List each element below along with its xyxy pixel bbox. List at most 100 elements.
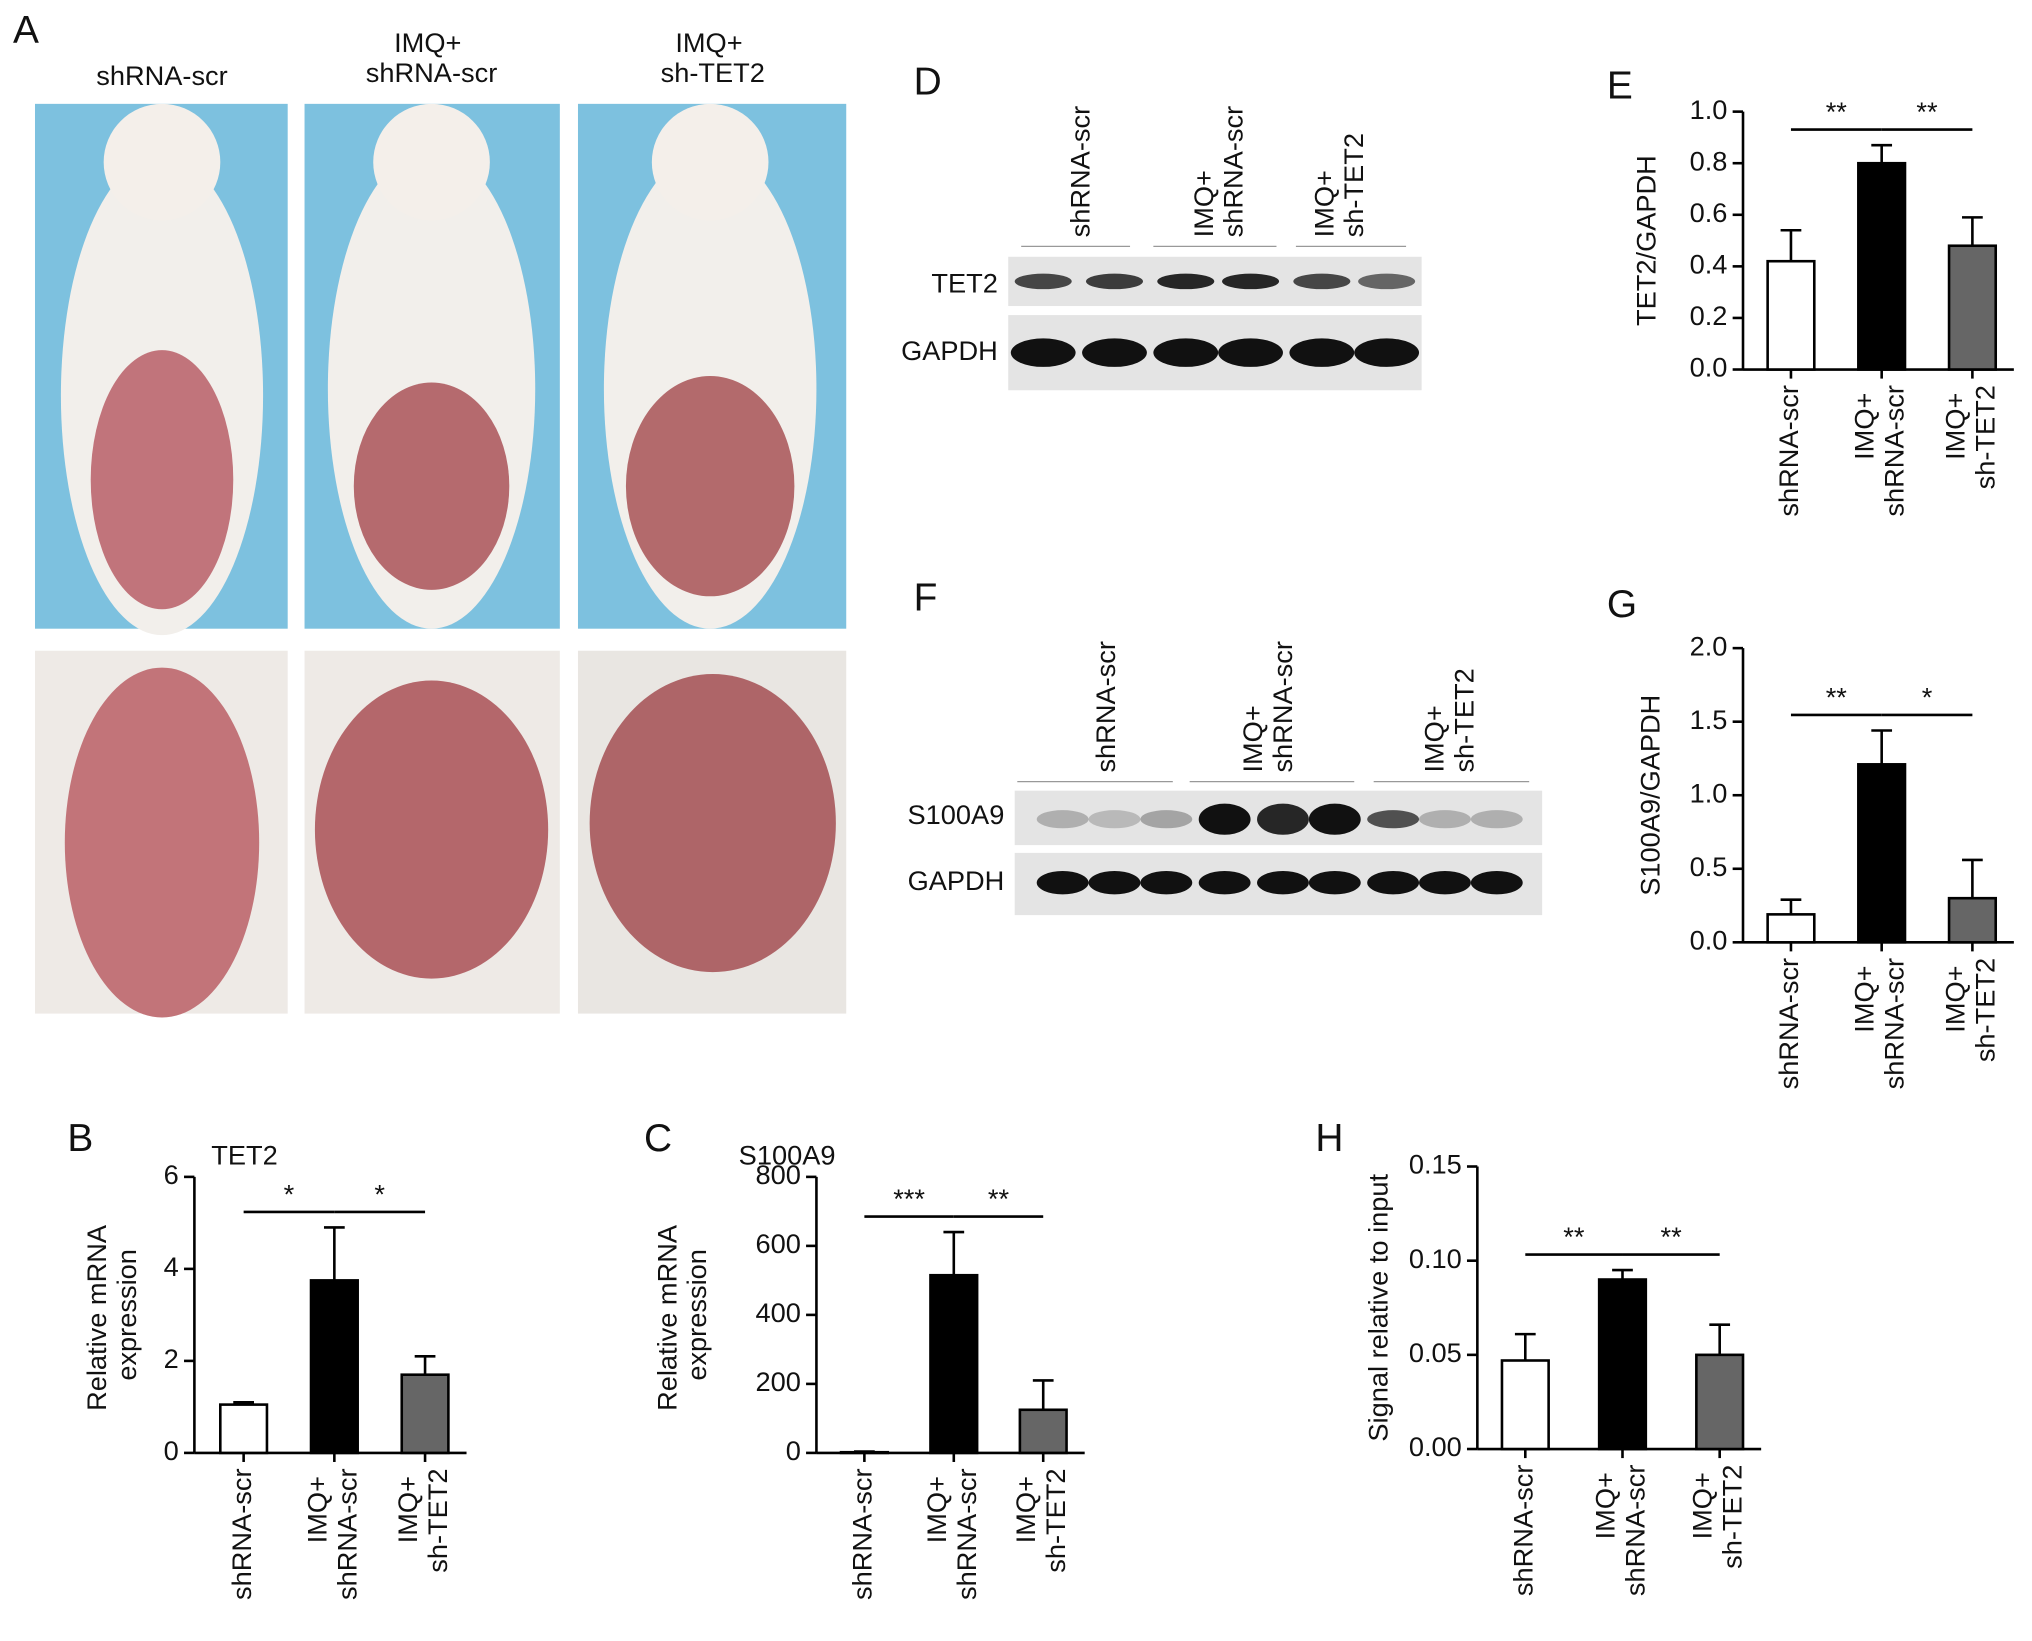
y-tick-label: 0.0 <box>1690 352 1728 383</box>
band <box>1082 338 1147 367</box>
y-tick-label: 0.00 <box>1409 1431 1462 1462</box>
significance-label: * <box>284 1179 295 1210</box>
chart-title: S100A9 <box>739 1140 836 1171</box>
band <box>1367 871 1420 895</box>
error-bar <box>1871 143 1893 164</box>
bar <box>1766 913 1816 944</box>
lane-label: IMQ+ shRNA-scr <box>1237 641 1298 772</box>
lane-label: shRNA-scr <box>1064 106 1095 238</box>
photos <box>34 103 847 1018</box>
band <box>1367 810 1420 829</box>
bar <box>1500 1359 1550 1451</box>
error-bar <box>943 1230 965 1276</box>
x-tick-label: IMQ+ shRNA-scr <box>302 1468 363 1599</box>
band <box>1470 871 1523 895</box>
significance-label: ** <box>1826 96 1848 127</box>
x-tick-label: IMQ+ shRNA-scr <box>1849 385 1910 516</box>
error-bar <box>1514 1332 1536 1361</box>
lane-label: IMQ+ shRNA-scr <box>1188 106 1249 237</box>
skin-lesion <box>90 350 234 610</box>
x-tick-label: shRNA-scr <box>1773 385 1804 516</box>
band <box>1157 273 1215 290</box>
y-tick-label: 0.4 <box>1690 249 1728 280</box>
row-label: TET2 <box>931 267 998 298</box>
y-tick-label: 0.0 <box>1690 925 1728 956</box>
band <box>1198 871 1251 895</box>
band <box>1140 871 1193 895</box>
lane-label: shRNA-scr <box>1090 641 1121 773</box>
significance-label: ** <box>1660 1221 1682 1252</box>
panel-label: E <box>1607 65 1633 108</box>
blot <box>1008 256 1422 307</box>
y-tick-label: 2 <box>164 1343 179 1374</box>
chart-title: TET2 <box>211 1140 278 1171</box>
band <box>1358 273 1416 290</box>
significance-label: *** <box>893 1183 925 1214</box>
row-label: GAPDH <box>908 865 1005 896</box>
band <box>1140 810 1193 829</box>
y-axis-label: Relative mRNA expression <box>651 1219 712 1411</box>
significance-label: * <box>374 1179 385 1210</box>
panel-label: D <box>914 61 942 104</box>
bar <box>1947 896 1998 944</box>
panel-label: C <box>644 1117 672 1160</box>
y-tick-label: 200 <box>755 1366 800 1397</box>
x-tick-label: IMQ+ sh-TET2 <box>1687 1465 1748 1569</box>
bar <box>219 1403 269 1455</box>
skin-lesion <box>64 667 260 1018</box>
bar <box>1947 244 1998 371</box>
bar <box>1597 1278 1648 1451</box>
band <box>1088 810 1141 829</box>
panel-label: B <box>67 1117 93 1160</box>
error-bar <box>1780 898 1802 915</box>
y-tick-label: 0.05 <box>1409 1337 1462 1368</box>
y-tick-label: 0 <box>786 1435 801 1466</box>
bar <box>400 1373 450 1455</box>
band <box>1308 871 1361 895</box>
band <box>1036 810 1089 829</box>
y-tick-label: 0.8 <box>1690 145 1728 176</box>
bar <box>309 1279 359 1455</box>
y-tick-label: 0.10 <box>1409 1243 1462 1274</box>
panel-label: F <box>914 576 938 619</box>
y-tick-label: 6 <box>164 1159 179 1190</box>
x-tick-label: IMQ+ sh-TET2 <box>392 1468 453 1572</box>
band <box>1293 273 1351 290</box>
y-tick-label: 4 <box>164 1251 179 1282</box>
significance-label: ** <box>1563 1221 1585 1252</box>
y-axis-label: S100A9/GAPDH <box>1634 695 1665 896</box>
band <box>1222 273 1280 290</box>
band <box>1198 803 1251 835</box>
row-label: S100A9 <box>908 799 1005 830</box>
band <box>1419 871 1471 895</box>
y-axis-label: TET2/GAPDH <box>1631 155 1662 326</box>
bar <box>929 1273 979 1455</box>
error-bar <box>414 1355 436 1375</box>
y-tick-label: 600 <box>755 1228 800 1259</box>
band <box>1014 273 1072 290</box>
bar <box>1695 1353 1745 1451</box>
error-bar <box>1871 729 1893 765</box>
panel-label: H <box>1315 1117 1343 1160</box>
y-tick-label: 0.15 <box>1409 1149 1462 1180</box>
group-label: shRNA-scr <box>96 60 228 91</box>
y-tick-label: 0.2 <box>1690 300 1728 331</box>
y-tick-label: 1.5 <box>1690 704 1728 735</box>
x-tick-label: shRNA-scr <box>1773 958 1804 1089</box>
lane-label: IMQ+ sh-TET2 <box>1419 668 1480 772</box>
panel-label: A <box>13 9 39 52</box>
band <box>1088 871 1141 895</box>
skin-lesion <box>353 382 510 590</box>
band <box>1419 810 1471 829</box>
mouse-head <box>373 103 490 221</box>
x-tick-label: shRNA-scr <box>1507 1465 1538 1597</box>
band <box>1010 338 1076 367</box>
y-axis-label: Signal relative to input <box>1362 1173 1393 1441</box>
y-tick-label: 1.0 <box>1690 777 1728 808</box>
bar <box>1018 1408 1068 1455</box>
x-tick-label: IMQ+ sh-TET2 <box>1940 385 2001 489</box>
bar <box>1857 161 1907 371</box>
error-bar <box>1962 216 1983 246</box>
